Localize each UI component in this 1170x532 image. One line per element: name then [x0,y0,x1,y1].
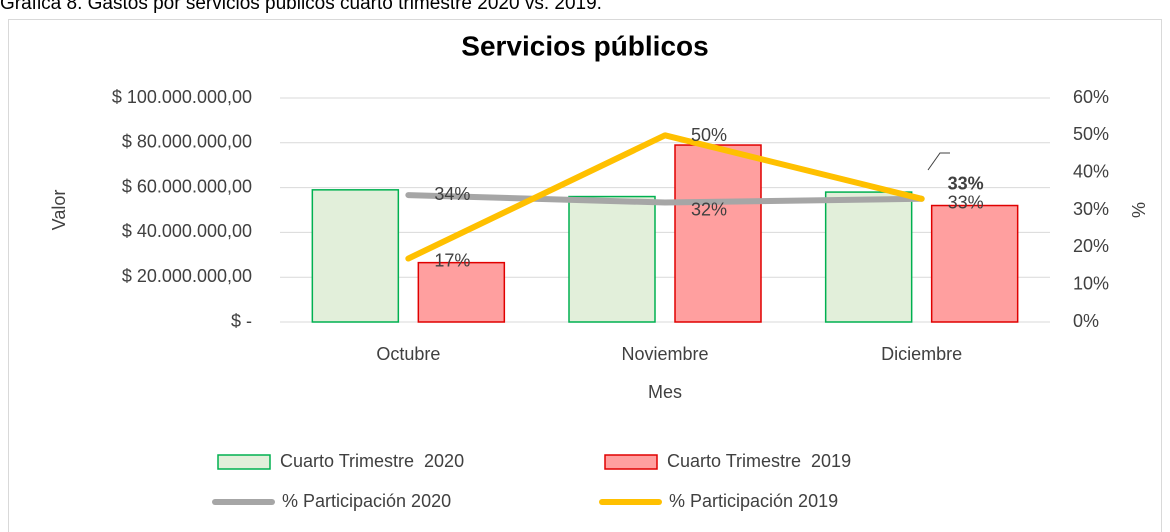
bar [930,204,1019,323]
x-tick-label: Noviembre [621,344,708,364]
data-label: 50% [691,125,727,145]
chart-title: Servicios públicos [461,30,708,61]
chart-border [8,19,1162,532]
y2-tick-label: 10% [1073,273,1109,293]
y-tick-label: $ 40.000.000,00 [122,221,252,241]
y2-tick-label: 0% [1073,311,1099,331]
legend-label: % Participación 2019 [669,491,838,511]
data-label: 17% [434,250,470,270]
x-tick-label: Octubre [376,344,440,364]
data-label: 33% [948,174,984,194]
y2-tick-label: 20% [1073,236,1109,256]
legend-label: Cuarto Trimestre 2019 [667,451,851,471]
callout-leader [927,152,950,171]
x-tick-label: Diciembre [881,344,962,364]
bar [674,144,762,323]
data-label: 32% [691,199,727,219]
y-tick-label: $ 20.000.000,00 [122,266,252,286]
y-axis-title: Valor [49,190,69,231]
y-tick-label: $ - [231,311,252,331]
y2-axis-title: % [1129,202,1149,218]
bar [417,261,506,323]
caption: Gráfica 8. Gastos por servicios públicos… [0,0,602,14]
data-label: 33% [948,193,984,213]
y2-tick-label: 50% [1073,124,1109,144]
y-tick-label: $ 80.000.000,00 [122,132,252,152]
x-axis-title: Mes [648,382,682,402]
line-series [405,192,925,206]
bar [568,195,656,323]
y2-tick-label: 30% [1073,199,1109,219]
legend-swatch [604,454,658,470]
y-tick-label: $ 60.000.000,00 [122,176,252,196]
legend-swatch [217,454,271,470]
y2-tick-label: 60% [1073,87,1109,107]
legend-label: Cuarto Trimestre 2020 [280,451,464,471]
bar [824,191,913,323]
y-tick-label: $ 100.000.000,00 [112,87,252,107]
legend-label: % Participación 2020 [282,491,451,511]
line-series [405,132,925,262]
data-label: 34% [434,184,470,204]
y2-tick-label: 40% [1073,161,1109,181]
bar [311,189,400,323]
